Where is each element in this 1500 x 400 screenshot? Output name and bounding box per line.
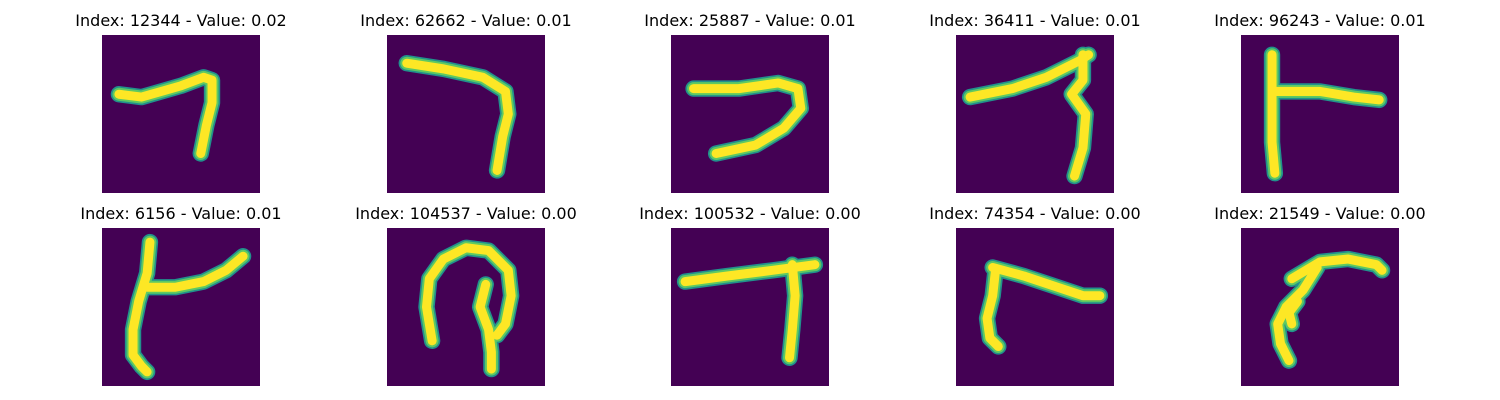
digit-image-2 [387,35,545,193]
panel-6: Index: 6156 - Value: 0.01 [80,205,282,386]
digit-image-10 [1241,228,1399,386]
digit-image-6 [102,228,260,386]
panel-4: Index: 36411 - Value: 0.01 [929,12,1141,193]
panel-title: Index: 96243 - Value: 0.01 [1214,11,1426,30]
digit-image-8 [671,228,829,386]
digit-image-1 [102,35,260,193]
panel-title: Index: 104537 - Value: 0.00 [355,204,577,223]
panel-7: Index: 104537 - Value: 0.00 [355,205,577,386]
panel-1: Index: 12344 - Value: 0.02 [75,12,287,193]
panel-3: Index: 25887 - Value: 0.01 [644,12,856,193]
digit-image-4 [956,35,1114,193]
panel-10: Index: 21549 - Value: 0.00 [1214,205,1426,386]
digit-image-7 [387,228,545,386]
panel-title: Index: 6156 - Value: 0.01 [80,204,282,223]
panel-title: Index: 36411 - Value: 0.01 [929,11,1141,30]
digit-image-9 [956,228,1114,386]
panel-9: Index: 74354 - Value: 0.00 [929,205,1141,386]
panel-5: Index: 96243 - Value: 0.01 [1214,12,1426,193]
digit-image-5 [1241,35,1399,193]
panel-title: Index: 74354 - Value: 0.00 [929,204,1141,223]
panel-title: Index: 21549 - Value: 0.00 [1214,204,1426,223]
panel-title: Index: 100532 - Value: 0.00 [639,204,861,223]
panel-title: Index: 25887 - Value: 0.01 [644,11,856,30]
panel-title: Index: 62662 - Value: 0.01 [360,11,572,30]
digit-image-3 [671,35,829,193]
panel-8: Index: 100532 - Value: 0.00 [639,205,861,386]
panel-2: Index: 62662 - Value: 0.01 [360,12,572,193]
panel-title: Index: 12344 - Value: 0.02 [75,11,287,30]
